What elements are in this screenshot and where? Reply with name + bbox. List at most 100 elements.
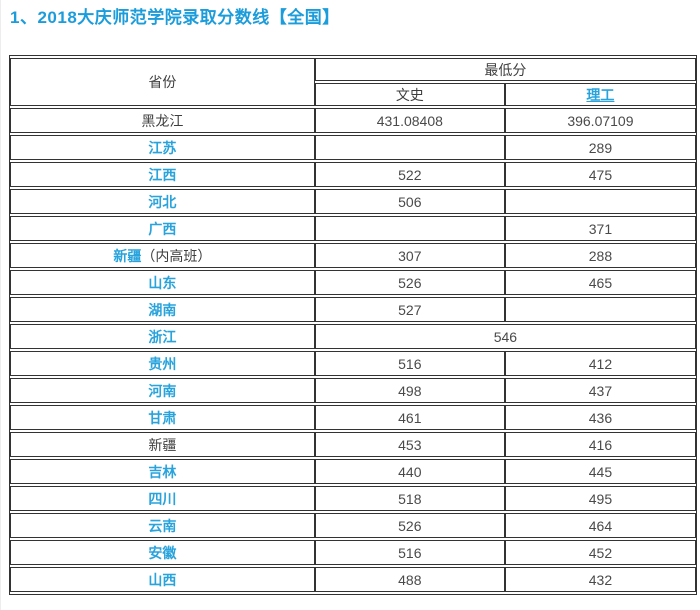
table-row-anhui: 安徽 516 452 — [10, 540, 696, 565]
score-ligong — [504, 297, 696, 322]
score-ligong — [504, 189, 696, 214]
table-row-xinjiang-neigaoban: 新疆（内高班） 307 288 — [10, 243, 696, 268]
score-ligong: 495 — [504, 486, 696, 511]
header-science: 理工 — [504, 83, 696, 106]
table-row-jilin: 吉林 440 445 — [10, 459, 696, 484]
science-link[interactable]: 理工 — [586, 86, 615, 103]
table-row-xinjiang: 新疆 453 416 — [10, 432, 696, 457]
province-cell: 江西 — [10, 162, 315, 187]
province-cell: 新疆（内高班） — [10, 243, 315, 268]
score-wenshi — [314, 216, 505, 241]
score-wenshi: 461 — [314, 405, 505, 430]
score-table: 省份 最低分 文史 理工 黑龙江 431.08408 396.07109 江苏 … — [9, 55, 697, 595]
province-link[interactable]: 贵州 — [148, 355, 177, 372]
province-link[interactable]: 山西 — [148, 571, 177, 588]
table-row-sichuan: 四川 518 495 — [10, 486, 696, 511]
score-ligong: 475 — [504, 162, 696, 187]
score-ligong: 436 — [504, 405, 696, 430]
province-link[interactable]: 江西 — [148, 166, 177, 183]
province-cell: 云南 — [10, 513, 315, 538]
score-wenshi: 516 — [314, 351, 505, 376]
table-row-yunnan: 云南 526 464 — [10, 513, 696, 538]
table-row-hebei: 河北 506 — [10, 189, 696, 214]
province-label: 新疆 — [148, 436, 177, 453]
header-liberal-arts: 文史 — [314, 83, 505, 106]
province-cell: 新疆 — [10, 432, 315, 457]
table-row-guizhou: 贵州 516 412 — [10, 351, 696, 376]
province-cell: 湖南 — [10, 297, 315, 322]
score-ligong: 465 — [504, 270, 696, 295]
score-wenshi: 527 — [314, 297, 505, 322]
score-wenshi: 498 — [314, 378, 505, 403]
score-wenshi: 506 — [314, 189, 505, 214]
score-wenshi: 431.08408 — [314, 108, 505, 133]
province-link[interactable]: 四川 — [148, 490, 177, 507]
score-ligong: 464 — [504, 513, 696, 538]
province-cell: 四川 — [10, 486, 315, 511]
province-cell: 吉林 — [10, 459, 315, 484]
province-link[interactable]: 浙江 — [148, 328, 177, 345]
score-wenshi: 516 — [314, 540, 505, 565]
province-suffix: （内高班） — [141, 247, 212, 264]
province-link[interactable]: 甘肃 — [148, 409, 177, 426]
province-cell: 山西 — [10, 567, 315, 592]
score-wenshi: 488 — [314, 567, 505, 592]
province-cell: 浙江 — [10, 324, 315, 349]
province-link[interactable]: 云南 — [148, 517, 177, 534]
province-link[interactable]: 河北 — [148, 193, 177, 210]
score-ligong: 445 — [504, 459, 696, 484]
province-link[interactable]: 安徽 — [148, 544, 177, 561]
score-wenshi: 526 — [314, 270, 505, 295]
province-cell: 河北 — [10, 189, 315, 214]
score-wenshi: 307 — [314, 243, 505, 268]
header-province: 省份 — [10, 58, 315, 106]
table-row-henan: 河南 498 437 — [10, 378, 696, 403]
score-ligong: 452 — [504, 540, 696, 565]
province-link[interactable]: 山东 — [148, 274, 177, 291]
table-row-zhejiang: 浙江 546 — [10, 324, 696, 349]
table-row-guangxi: 广西 371 — [10, 216, 696, 241]
score-ligong: 416 — [504, 432, 696, 457]
province-link[interactable]: 河南 — [148, 382, 177, 399]
table-row-shandong: 山东 526 465 — [10, 270, 696, 295]
score-ligong: 437 — [504, 378, 696, 403]
province-cell: 安徽 — [10, 540, 315, 565]
table-row-jiangxi: 江西 522 475 — [10, 162, 696, 187]
score-wenshi: 453 — [314, 432, 505, 457]
score-ligong: 289 — [504, 135, 696, 160]
province-cell: 江苏 — [10, 135, 315, 160]
province-cell: 贵州 — [10, 351, 315, 376]
province-label: 黑龙江 — [141, 112, 184, 129]
province-link[interactable]: 湖南 — [148, 301, 177, 318]
table-row-jiangsu: 江苏 289 — [10, 135, 696, 160]
header-min-score: 最低分 — [314, 58, 696, 81]
header-row-top: 省份 最低分 — [10, 58, 696, 106]
table-row-hunan: 湖南 527 — [10, 297, 696, 322]
score-ligong: 396.07109 — [504, 108, 696, 133]
score-wenshi — [314, 135, 505, 160]
score-wenshi: 526 — [314, 513, 505, 538]
province-cell: 甘肃 — [10, 405, 315, 430]
score-ligong: 288 — [504, 243, 696, 268]
province-link[interactable]: 吉林 — [148, 463, 177, 480]
table-row-heilongjiang: 黑龙江 431.08408 396.07109 — [10, 108, 696, 133]
score-wenshi: 518 — [314, 486, 505, 511]
table-row-shanxi: 山西 488 432 — [10, 567, 696, 592]
score-ligong: 412 — [504, 351, 696, 376]
province-link[interactable]: 江苏 — [148, 139, 177, 156]
score-ligong: 432 — [504, 567, 696, 592]
header-row-sub: 文史 理工 — [10, 83, 696, 106]
score-ligong: 371 — [504, 216, 696, 241]
province-cell: 山东 — [10, 270, 315, 295]
page-title: 1、2018大庆师范学院录取分数线【全国】 — [10, 8, 340, 27]
score-wenshi: 522 — [314, 162, 505, 187]
province-cell: 河南 — [10, 378, 315, 403]
province-link[interactable]: 广西 — [148, 220, 177, 237]
table-row-gansu: 甘肃 461 436 — [10, 405, 696, 430]
score-merged: 546 — [314, 324, 696, 349]
province-link[interactable]: 新疆 — [113, 247, 142, 264]
score-wenshi: 440 — [314, 459, 505, 484]
province-cell: 黑龙江 — [10, 108, 315, 133]
province-cell: 广西 — [10, 216, 315, 241]
